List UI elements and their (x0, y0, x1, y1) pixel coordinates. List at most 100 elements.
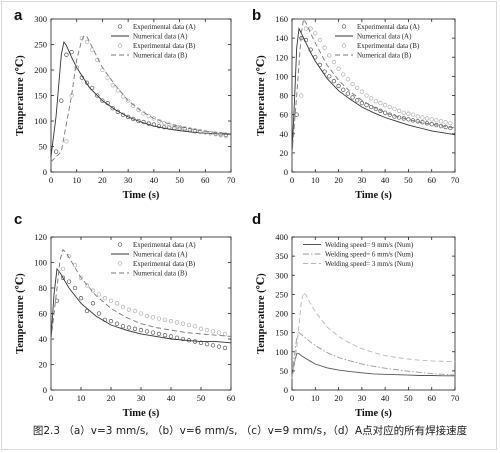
x-tick-label: 10 (311, 393, 320, 403)
data-point (89, 47, 95, 52)
data-point (359, 89, 365, 94)
panel-label-c: c (14, 211, 22, 228)
y-tick-label: 50 (280, 366, 289, 376)
data-point (331, 59, 337, 65)
legend-entry: Experimental data (A) (133, 23, 196, 31)
data-point (132, 308, 138, 314)
legend-entry: Numerical data (B) (133, 52, 188, 60)
x-tick-label: 0 (49, 393, 53, 403)
x-tick-label: 60 (427, 175, 436, 185)
data-point (144, 329, 150, 334)
x-tick-label: 70 (451, 393, 460, 403)
data-point (167, 122, 172, 127)
x-tick-label: 50 (197, 393, 206, 403)
legend-entry: Experimental data (B) (133, 260, 196, 268)
y-tick-label: 200 (34, 65, 47, 75)
x-tick-label: 30 (137, 393, 146, 403)
data-point (210, 343, 216, 348)
data-point (429, 122, 434, 127)
data-point (108, 319, 114, 324)
data-point (369, 104, 374, 110)
data-point (126, 325, 132, 330)
legend-entry: Numerical data (B) (133, 270, 188, 278)
data-point (96, 292, 102, 297)
data-point (359, 100, 365, 106)
legend-entry: Numerical data (B) (357, 52, 412, 60)
data-point (429, 117, 434, 122)
data-point (162, 317, 168, 323)
panel-label-a: a (14, 7, 23, 24)
x-tick-label: 20 (98, 175, 107, 185)
panel-label-d: d (252, 211, 261, 228)
data-point (317, 37, 323, 43)
data-point (150, 330, 156, 335)
x-tick-label: 10 (72, 175, 81, 185)
legend-entry: Experimental data (B) (357, 42, 420, 50)
data-point (156, 123, 162, 129)
data-point (156, 331, 162, 337)
data-point (448, 121, 453, 126)
data-point (420, 115, 425, 120)
y-tick-label: 0 (284, 385, 288, 395)
data-point (114, 301, 120, 306)
data-point (150, 315, 156, 320)
data-point (424, 116, 430, 121)
x-axis-label: Time (s) (123, 190, 160, 201)
data-point (378, 108, 383, 113)
y-tick-label: 250 (275, 289, 288, 299)
data-point (64, 52, 69, 57)
data-point (102, 296, 108, 301)
data-point (114, 321, 120, 326)
data-point (313, 31, 318, 36)
legend-entry: Numerical data (A) (357, 33, 412, 41)
legend-marker (117, 261, 123, 266)
legend: Experimental data (A) Numerical data (A)E… (111, 241, 196, 278)
y-tick-label: 0 (43, 167, 47, 177)
data-point (66, 279, 72, 284)
x-tick-label: 70 (451, 175, 460, 185)
series-line (291, 291, 456, 379)
y-tick-label: 400 (275, 232, 288, 242)
data-point (198, 326, 204, 331)
x-tick-label: 20 (334, 175, 343, 185)
data-point (327, 74, 332, 79)
x-tick-label: 20 (107, 393, 116, 403)
x-tick-label: 0 (290, 393, 294, 403)
data-point (401, 110, 406, 115)
data-point (136, 118, 141, 124)
data-point (60, 275, 66, 280)
data-point (162, 333, 168, 338)
y-tick-label: 80 (280, 91, 289, 101)
data-point (60, 266, 66, 272)
data-point (115, 88, 121, 93)
y-tick-label: 140 (275, 33, 288, 43)
data-point (443, 124, 448, 130)
data-point (89, 85, 95, 90)
y-axis-label: Temperature (℃) (15, 55, 26, 136)
data-point (168, 319, 174, 324)
data-point (336, 66, 341, 71)
data-point (182, 125, 187, 131)
legend-entry: Welding speed= 6 mm/s (Num) (325, 251, 414, 259)
x-tick-label: 30 (124, 175, 133, 185)
x-tick-label: 50 (404, 393, 413, 403)
figure-caption: 图2.3 （a）v=3 mm/s, （b）v=6 mm/s, （c）v=9 mm… (32, 425, 468, 437)
y-tick-label: 120 (275, 52, 288, 62)
data-point (84, 283, 90, 288)
data-point (355, 85, 360, 90)
data-point (410, 112, 416, 117)
data-point (406, 117, 411, 122)
x-tick-label: 0 (290, 175, 294, 185)
legend-entry: Experimental data (A) (133, 241, 196, 249)
y-tick-label: 150 (275, 328, 288, 338)
data-point (161, 120, 167, 126)
data-point (331, 79, 337, 84)
data-point (64, 139, 69, 144)
data-point (350, 95, 355, 100)
x-tick-label: 10 (311, 175, 320, 185)
legend-marker (117, 24, 123, 29)
data-point (299, 93, 304, 98)
legend-marker (117, 43, 123, 48)
